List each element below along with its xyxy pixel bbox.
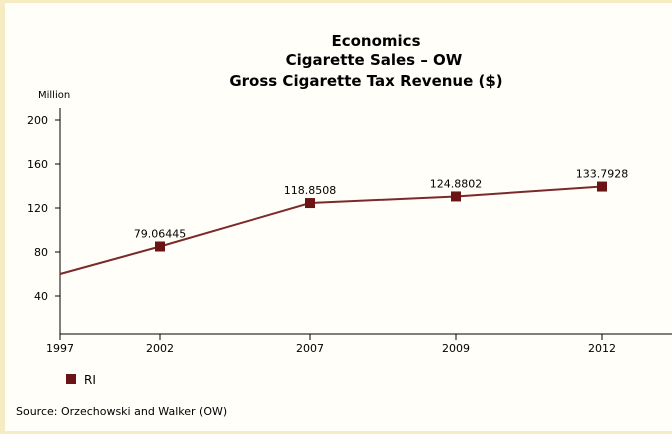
data-label-ri: 133.7928 <box>576 168 629 181</box>
y-tick-label: 120 <box>27 202 48 215</box>
chart-title-line-3: Gross Cigarette Tax Revenue ($) <box>229 72 502 90</box>
x-tick-label: 2007 <box>296 342 324 355</box>
data-label-ri: 118.8508 <box>284 184 337 197</box>
legend-swatch-ri <box>66 374 76 384</box>
data-point-ri <box>597 181 607 192</box>
x-tick-label: 1997 <box>46 342 74 355</box>
x-tick-group: 1997 2002 2007 2009 2012 <box>46 334 616 355</box>
data-label-ri: 124.8802 <box>430 177 483 190</box>
chart-title-line-2: Cigarette Sales – OW <box>286 51 463 69</box>
y-axis-label: Million <box>38 90 70 101</box>
y-tick-label: 80 <box>34 246 48 259</box>
x-tick-label: 2012 <box>588 342 616 355</box>
data-point-ri <box>155 241 165 252</box>
source-note: Source: Orzechowski and Walker (OW) <box>16 405 227 418</box>
y-tick-label: 40 <box>34 290 48 303</box>
series-group: 79.06445 118.8508 124.8802 133.7928 <box>59 168 629 275</box>
y-tick-label: 160 <box>27 158 48 171</box>
data-label-ri: 79.06445 <box>134 228 187 241</box>
y-tick-label: 200 <box>27 114 48 127</box>
data-point-ri <box>451 191 461 202</box>
chart-title-line-1: Economics <box>331 32 420 50</box>
x-tick-label: 2009 <box>442 342 470 355</box>
x-tick-label: 2002 <box>146 342 174 355</box>
data-point-ri <box>305 198 315 209</box>
y-tick-group: 40 80 120 160 200 <box>27 114 60 303</box>
legend-label-ri: RI <box>84 373 96 387</box>
